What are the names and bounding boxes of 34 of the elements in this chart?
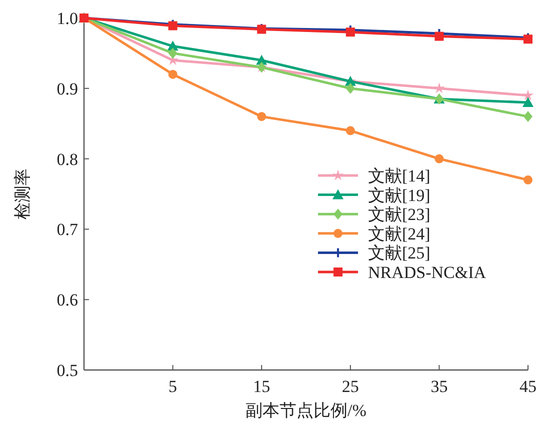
point (524, 34, 532, 44)
point (434, 32, 444, 41)
x-tick-label: 5 (168, 377, 178, 396)
point (433, 82, 445, 94)
x-axis-title: 副本节点比例/% (246, 401, 366, 420)
point (257, 112, 266, 122)
point (522, 96, 534, 107)
point (524, 175, 532, 184)
y-tick-label: 0.7 (56, 220, 78, 240)
y-tick-label: 0.9 (56, 79, 78, 98)
point (346, 82, 355, 94)
y-axis-title: 检测率 (13, 168, 32, 220)
x-tick-label: 15 (253, 377, 270, 396)
x-tick-label: 35 (430, 377, 448, 396)
point (168, 70, 178, 79)
legend-label: NRADS-NC&IA (368, 263, 487, 282)
legend-label: 文献[23] (368, 205, 430, 224)
y-tick-label: 0.6 (56, 290, 78, 310)
point (522, 89, 534, 100)
legend-label: 文献[25] (368, 244, 430, 263)
y-tick-label: 0.5 (56, 361, 78, 380)
legend-label: 文献[19] (368, 186, 430, 205)
point (434, 154, 444, 164)
point (168, 48, 178, 59)
x-tick-label: 25 (342, 377, 359, 396)
y-tick-label: 1.0 (56, 9, 78, 28)
point (168, 21, 178, 30)
legend-label: 文献[24] (368, 224, 430, 244)
point (346, 126, 355, 136)
x-tick-label: 45 (520, 377, 536, 396)
point (524, 111, 532, 122)
point (346, 28, 355, 37)
legend-label: 文献[14] (368, 166, 430, 186)
y-tick-label: 0.8 (56, 150, 78, 169)
